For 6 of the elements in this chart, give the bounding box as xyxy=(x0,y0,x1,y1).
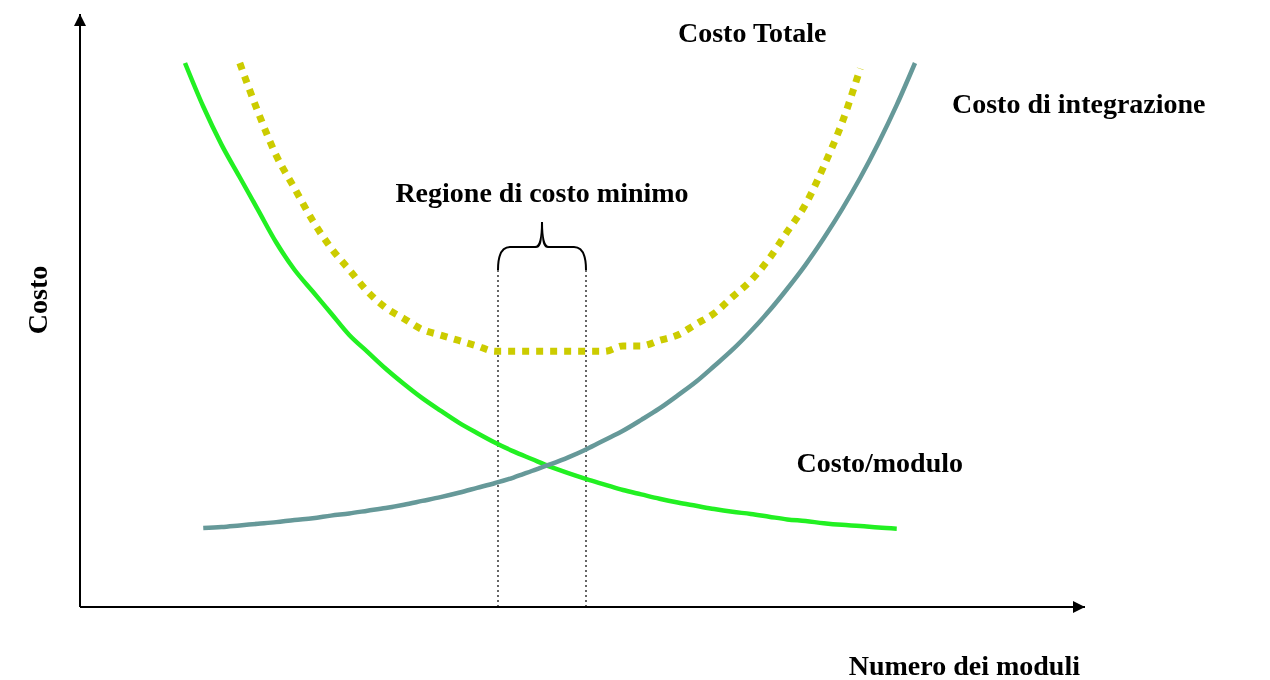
series-label: Costo Totale xyxy=(677,17,827,49)
series-label: Costo di integrazione xyxy=(952,88,1206,119)
series-label: Costo/modulo xyxy=(796,446,963,478)
y-axis-title: Costo xyxy=(22,265,53,335)
annotation: Regione di costo minimo xyxy=(395,177,689,208)
x-axis-title: Numero dei moduli xyxy=(848,650,1081,680)
